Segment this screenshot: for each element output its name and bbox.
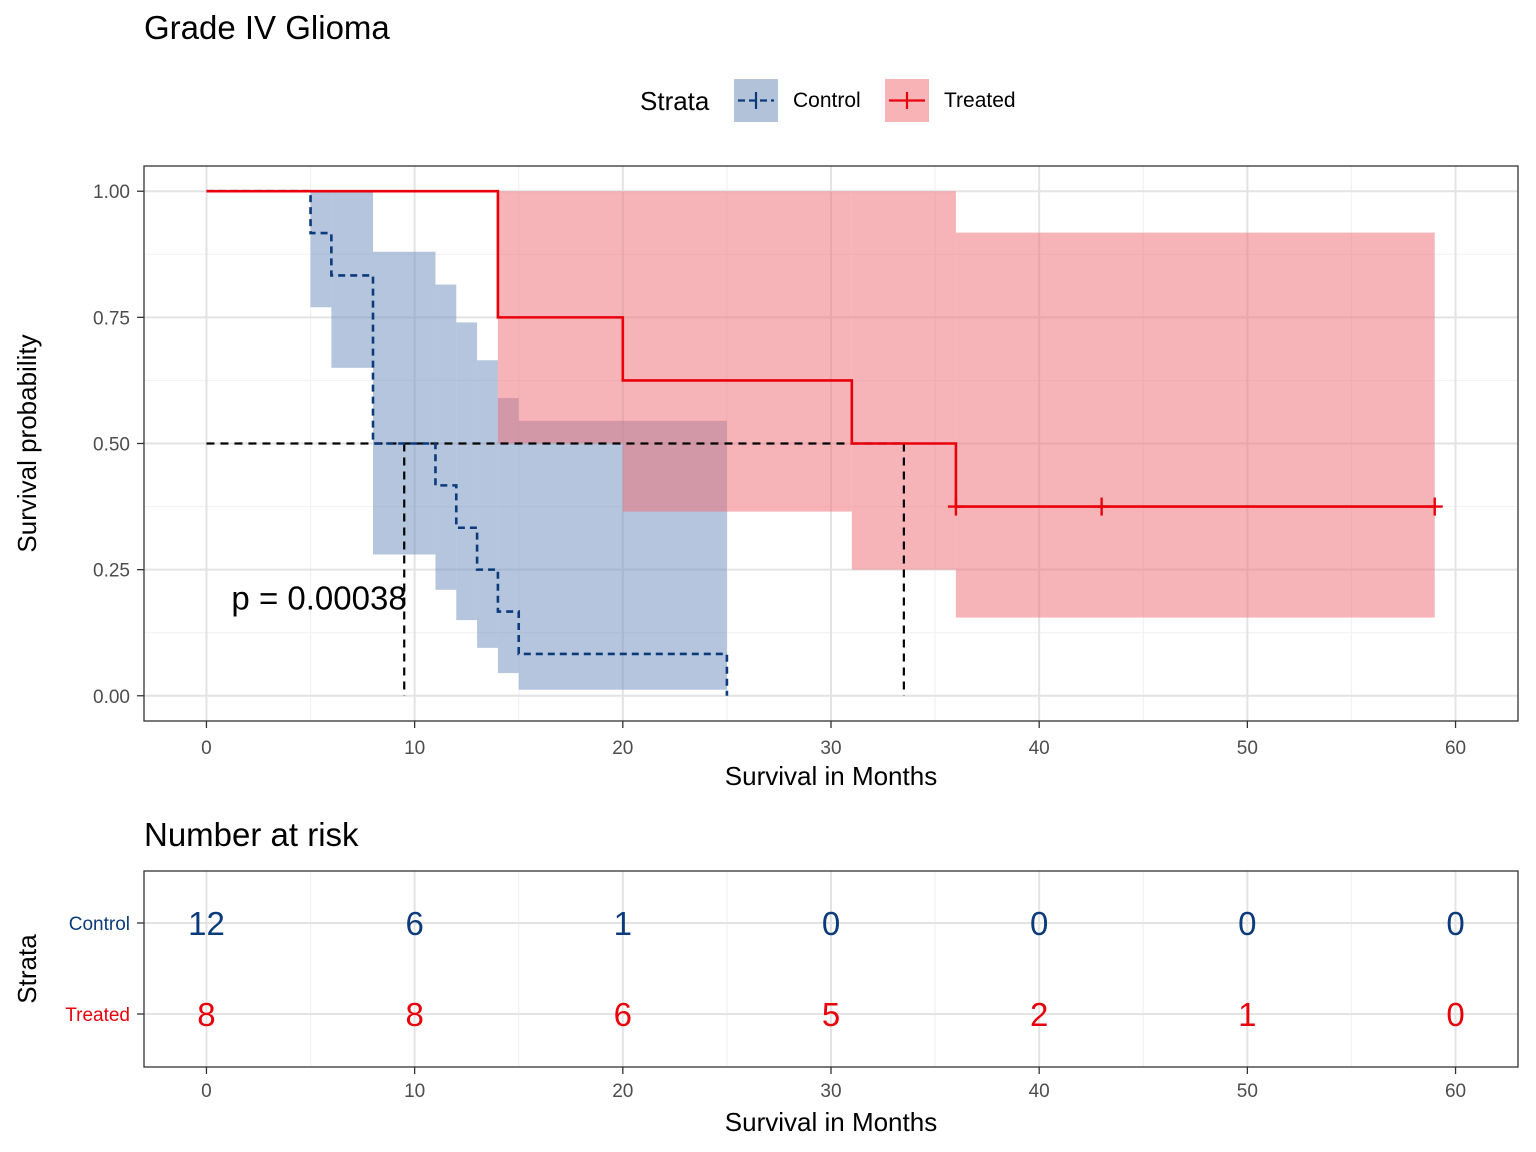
legend-key-control <box>734 79 778 122</box>
risk-x-tick-label: 20 <box>612 1081 633 1102</box>
x-tick-label: 10 <box>404 738 425 759</box>
risk-x-tick-label: 30 <box>820 1081 841 1102</box>
risk-row-label-control: Control <box>69 914 130 935</box>
risk-count-control: 0 <box>822 905 840 942</box>
x-tick-label: 50 <box>1237 738 1258 759</box>
ci-band-control <box>456 322 478 621</box>
risk-count-treated: 8 <box>405 996 423 1033</box>
y-tick-label: 0.50 <box>93 435 130 456</box>
risk-x-tick-label: 40 <box>1029 1081 1050 1102</box>
risk-y-axis-label: Strata <box>12 934 42 1004</box>
x-tick-label: 20 <box>612 738 633 759</box>
legend-title: Strata <box>640 86 710 116</box>
legend-key-treated <box>885 79 929 122</box>
ci-band-control <box>497 398 519 674</box>
risk-count-control: 1 <box>614 905 632 942</box>
risk-count-treated: 1 <box>1238 996 1256 1033</box>
ci-band-control <box>310 191 332 308</box>
risk-count-treated: 0 <box>1446 996 1464 1033</box>
ci-band-control <box>331 191 373 368</box>
x-tick-label: 60 <box>1445 738 1466 759</box>
survival-curve-control <box>206 189 729 696</box>
x-tick-label: 40 <box>1029 738 1050 759</box>
legend: Strata Control Treated <box>640 79 1016 122</box>
y-tick-label: 1.00 <box>93 182 130 203</box>
risk-count-treated: 6 <box>614 996 632 1033</box>
y-tick-label: 0.25 <box>93 561 130 582</box>
risk-count-treated: 8 <box>197 996 215 1033</box>
survival-plot-panel: 0 10 20 30 40 50 60 0.00 0.25 0.50 0.75 1.00 p = 0.… <box>93 165 1519 759</box>
p-value-annotation: p = 0.00038 <box>231 579 406 616</box>
x-tick-label: 30 <box>820 738 841 759</box>
risk-row-label-treated: Treated <box>65 1005 130 1026</box>
survival-curves <box>206 189 1443 696</box>
median-lines <box>206 442 905 696</box>
y-axis-label: Survival probability <box>12 334 42 552</box>
survival-axes: 0 10 20 30 40 50 60 0.00 0.25 0.50 0.75 1.00 <box>93 182 1466 759</box>
x-tick-label: 0 <box>201 738 212 759</box>
risk-table-values: 12 6 1 0 0 0 0 8 8 6 5 2 1 0 <box>188 905 1465 1033</box>
risk-count-control: 0 <box>1030 905 1048 942</box>
y-tick-label: 0.75 <box>93 308 130 329</box>
risk-table-grid <box>144 871 1518 1067</box>
risk-count-control: 0 <box>1238 905 1256 942</box>
ci-band-control <box>435 284 457 590</box>
risk-count-control: 6 <box>405 905 423 942</box>
risk-x-tick-label: 60 <box>1445 1081 1466 1102</box>
ci-band-control <box>373 251 436 555</box>
risk-count-treated: 2 <box>1030 996 1048 1033</box>
risk-count-control: 12 <box>188 905 225 942</box>
legend-label-control: Control <box>793 89 861 112</box>
legend-label-treated: Treated <box>944 89 1016 112</box>
risk-x-tick-label: 50 <box>1237 1081 1258 1102</box>
ci-band-treated <box>955 232 1435 618</box>
ci-band-treated <box>622 191 852 512</box>
confidence-bands <box>310 191 1435 690</box>
risk-table-panel: 12 6 1 0 0 0 08 8 6 5 2 1 0 0 10 20 30 40 50 60ControlTrea… <box>65 870 1519 1102</box>
survival-curve-treated <box>206 189 1435 508</box>
ci-band-treated <box>851 191 956 570</box>
x-axis-label: Survival in Months <box>725 761 937 791</box>
risk-x-tick-label: 0 <box>201 1081 212 1102</box>
risk-count-treated: 5 <box>822 996 840 1033</box>
y-tick-label: 0.00 <box>93 687 130 708</box>
risk-count-control: 0 <box>1446 905 1464 942</box>
chart-title: Grade IV Glioma <box>144 9 390 46</box>
risk-x-axis-label: Survival in Months <box>725 1107 937 1137</box>
risk-x-tick-label: 10 <box>404 1081 425 1102</box>
ci-band-control <box>477 360 498 648</box>
risk-table-title: Number at risk <box>144 816 359 853</box>
